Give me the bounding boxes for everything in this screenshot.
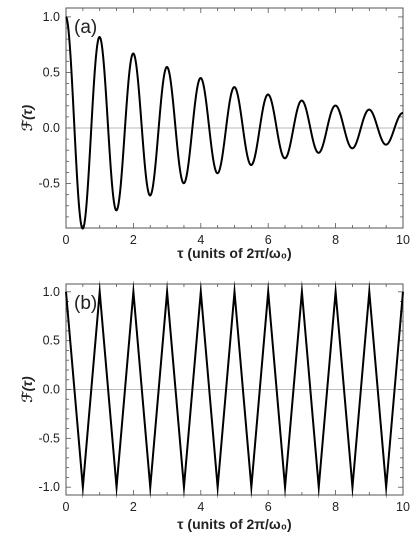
panel-b-y-tick-label: -0.5 (38, 431, 60, 445)
panel-a-x-tick-label: 2 (130, 233, 137, 247)
panel-b-data-point (183, 486, 185, 488)
panel-b-y-tick-label: -1.0 (38, 480, 60, 494)
panel-a-x-tick-label: 0 (63, 233, 70, 247)
panel-a-data-point (318, 151, 320, 153)
panel-b-x-tick-label: 10 (396, 500, 410, 514)
panel-a-data-point (99, 43, 101, 45)
panel-b-y-axis-label: ℱ(τ) (19, 376, 35, 403)
panel-b-data-point (284, 486, 286, 488)
panel-a-data-point (216, 165, 218, 167)
panel-b-x-axis-label: τ (units of 2π/ω₀) (177, 516, 291, 532)
panel-a-data-point (233, 92, 235, 94)
panel-b-data-point (334, 291, 336, 293)
panel-a-x-tick-label: 6 (265, 233, 272, 247)
panel-a-data-point (385, 145, 387, 147)
panel-a-data-point (402, 111, 404, 113)
panel-a-y-tick-label: 1.0 (43, 10, 60, 24)
panel-a-label: (a) (74, 17, 97, 38)
panel-b-y-tick-label: 1.0 (43, 285, 60, 299)
panel-b-x-tick-label: 0 (63, 500, 70, 514)
panel-a-data-point (132, 61, 134, 63)
panel-a-data-point (82, 221, 84, 223)
panel-b-label: (b) (74, 293, 97, 314)
panel-b-data-point (82, 486, 84, 488)
panel-b: 0 2 4 6 8 10 1.0 0.5 0.0 -0.5 -1.0 (b) τ (units of 2… (19, 280, 410, 532)
panel-a-y-tick-label: -0.5 (38, 177, 60, 191)
panel-b-data-point (402, 291, 404, 293)
panel-b-y-tick-label: 0.0 (43, 383, 60, 397)
panel-a-data-point (368, 107, 370, 109)
panel-a-data-point (267, 97, 269, 99)
panel-a-frame (65, 7, 404, 229)
panel-a-data-point (301, 100, 303, 102)
panel-a-data-point (65, 16, 67, 18)
panel-a-y-tick-label: 0.5 (43, 65, 60, 79)
panel-a-data-point (284, 155, 286, 157)
panel-b-x-tick-label: 6 (265, 500, 272, 514)
panel-a-data-point (334, 103, 336, 105)
panel-b-data-point (301, 291, 303, 293)
panel-b-data-point (166, 291, 168, 293)
panel-a-x-tick-label: 8 (332, 233, 339, 247)
panel-a-data-point (115, 201, 117, 203)
panel-b-x-tick-label: 8 (332, 500, 339, 514)
panel-a-x-tick-label: 10 (396, 233, 410, 247)
panel-b-data-point (385, 486, 387, 488)
panel-b-data-point (267, 291, 269, 293)
panel-a: 0 2 4 6 8 10 1.0 0.5 0.0 -0.5 (a) τ (units of 2π/ω₀… (19, 7, 410, 261)
panel-b-data-point (233, 291, 235, 293)
panel-b-series-line (65, 280, 404, 499)
panel-b-data-point (132, 291, 134, 293)
panel-b-x-tick-label: 4 (197, 500, 204, 514)
panel-b-data-point (200, 291, 202, 293)
panel-b-data-point (216, 486, 218, 488)
panel-a-series-line (65, 16, 403, 230)
panel-b-data-point (351, 486, 353, 488)
panel-b-data-point (368, 291, 370, 293)
panel-b-data-point (65, 291, 67, 293)
panel-b-x-tick-label: 2 (130, 500, 137, 514)
panel-a-x-axis-label: τ (units of 2π/ω₀) (177, 245, 291, 261)
panel-a-data-point (149, 186, 151, 188)
panel-b-data-point (99, 291, 101, 293)
panel-a-data-point (166, 76, 168, 78)
panel-a-data-point (183, 172, 185, 174)
panel-b-data-point (250, 486, 252, 488)
panel-a-x-tick-label: 4 (197, 233, 204, 247)
panel-a-data-point (200, 85, 202, 87)
panel-a-data-point (351, 148, 353, 150)
panel-b-data-point (149, 486, 151, 488)
panel-a-y-axis-label: ℱ(τ) (19, 104, 35, 131)
panel-b-data-point (115, 486, 117, 488)
panel-a-y-tick-label: 0.0 (43, 121, 60, 135)
panel-b-y-tick-label: 0.5 (43, 334, 60, 348)
panel-a-data-point (250, 159, 252, 161)
panel-b-data-point (318, 486, 320, 488)
